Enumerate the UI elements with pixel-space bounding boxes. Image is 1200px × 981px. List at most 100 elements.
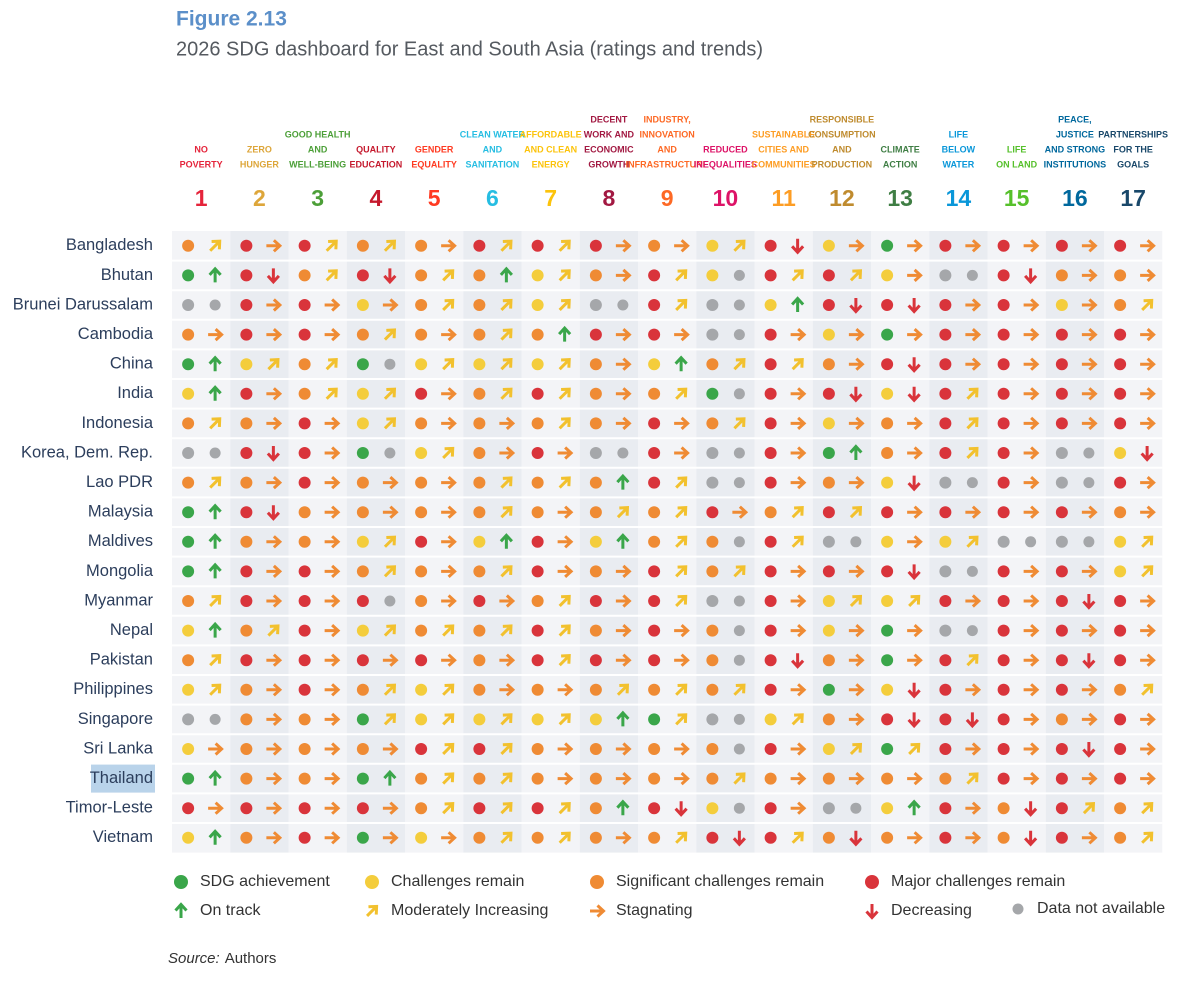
sdg-cell [881, 475, 921, 492]
sdg-cell [939, 446, 979, 460]
goal-number: 11 [771, 185, 796, 211]
trend-arrow [1023, 387, 1040, 401]
rating-dot [648, 476, 661, 489]
trend-arrow [500, 713, 513, 726]
rating-dot [706, 624, 719, 637]
sdg-cell [182, 447, 221, 459]
sdg-cell [240, 387, 283, 401]
rating-dot [1055, 239, 1068, 252]
trend-arrow [558, 239, 571, 252]
trend-arrow [442, 683, 455, 696]
rating-dot [415, 654, 428, 667]
sdg-cell [881, 327, 923, 342]
sdg-cell [764, 801, 807, 815]
trend-arrow [1023, 416, 1040, 431]
rating-dot [706, 239, 719, 252]
trend-arrow [675, 831, 688, 844]
trend-dot [966, 269, 978, 281]
sdg-cell [881, 799, 921, 816]
country-label: Korea, Dem. Rep. [21, 443, 153, 461]
goal-number: 9 [661, 185, 674, 211]
trend-arrow [383, 239, 397, 252]
rating-dot [822, 269, 835, 282]
sdg-cell [589, 268, 632, 283]
trend-arrow [208, 503, 222, 520]
column-bg [579, 231, 638, 853]
rating-dot [997, 595, 1010, 607]
goal-name: SANITATION [466, 159, 520, 169]
trend-arrow [208, 562, 222, 579]
rating-dot [415, 595, 428, 607]
rating-dot [531, 358, 544, 371]
rating-dot [881, 683, 894, 696]
trend-arrow [907, 416, 923, 431]
rating-dot [415, 328, 428, 341]
trend-dot [209, 447, 221, 459]
rating-dot [589, 565, 602, 578]
legend-label: On track [200, 902, 261, 919]
sdg-cell [240, 683, 283, 697]
trend-arrow [174, 902, 188, 918]
sdg-cell [1114, 535, 1154, 548]
sdg-cell [706, 417, 746, 430]
trend-arrow [1081, 327, 1098, 342]
sdg-cell [764, 623, 807, 638]
trend-arrow [324, 653, 341, 667]
trend-arrow [615, 327, 632, 342]
rating-dot [356, 387, 369, 400]
trend-arrow [557, 446, 574, 460]
sdg-cell [589, 799, 630, 816]
trend-arrow [383, 268, 397, 285]
rating-dot [939, 595, 952, 607]
trend-arrow [1023, 505, 1040, 519]
sdg-cell [764, 771, 807, 786]
trend-dot [850, 802, 862, 814]
sdg-cell [473, 328, 513, 341]
goal-name: INEQUALITIES [694, 159, 757, 169]
sdg-cell [1114, 831, 1154, 844]
rating-dot [1114, 535, 1127, 548]
goal-name: GENDER [415, 144, 454, 154]
sdg-cell [939, 654, 979, 667]
rating-dot [648, 565, 661, 578]
trend-arrow [849, 742, 863, 756]
trend-dot [733, 329, 745, 341]
goal-name: WORK AND [584, 129, 635, 139]
trend-arrow [324, 594, 341, 608]
goal-name: INFRASTRUCTURE [626, 159, 709, 169]
rating-dot [531, 624, 544, 637]
figure-title: 2026 SDG dashboard for East and South As… [176, 38, 763, 60]
rating-dot [1055, 476, 1068, 489]
sdg-cell [706, 565, 746, 578]
rating-dot [1114, 654, 1127, 667]
trend-arrow [499, 683, 516, 697]
trend-dot [733, 447, 745, 459]
rating-dot [473, 239, 486, 252]
trend-arrow [615, 653, 632, 667]
trend-arrow [674, 446, 690, 460]
trend-arrow [383, 769, 397, 786]
rating-dot [997, 831, 1010, 844]
legend-label: Moderately Increasing [391, 902, 548, 919]
trend-arrow [500, 565, 513, 578]
trend-arrow [442, 772, 455, 785]
rating-dot [706, 506, 719, 519]
sdg-cell [240, 712, 283, 727]
rating-dot [182, 535, 195, 548]
trend-arrow [849, 506, 863, 519]
trend-arrow [382, 831, 399, 845]
sdg-cell [531, 742, 574, 756]
rating-dot [298, 743, 311, 755]
sdg-cell [822, 239, 865, 253]
trend-arrow [1081, 683, 1098, 697]
trend-arrow [675, 476, 688, 489]
sdg-cell [415, 505, 457, 519]
column-bg [172, 231, 231, 853]
sdg-cell [997, 564, 1040, 579]
rating-dot [764, 802, 777, 815]
rating-dot [473, 387, 486, 400]
sdg-cell [764, 238, 805, 255]
sdg-cell [1055, 387, 1098, 401]
rating-dot [531, 654, 544, 667]
rating-dot [589, 269, 602, 282]
